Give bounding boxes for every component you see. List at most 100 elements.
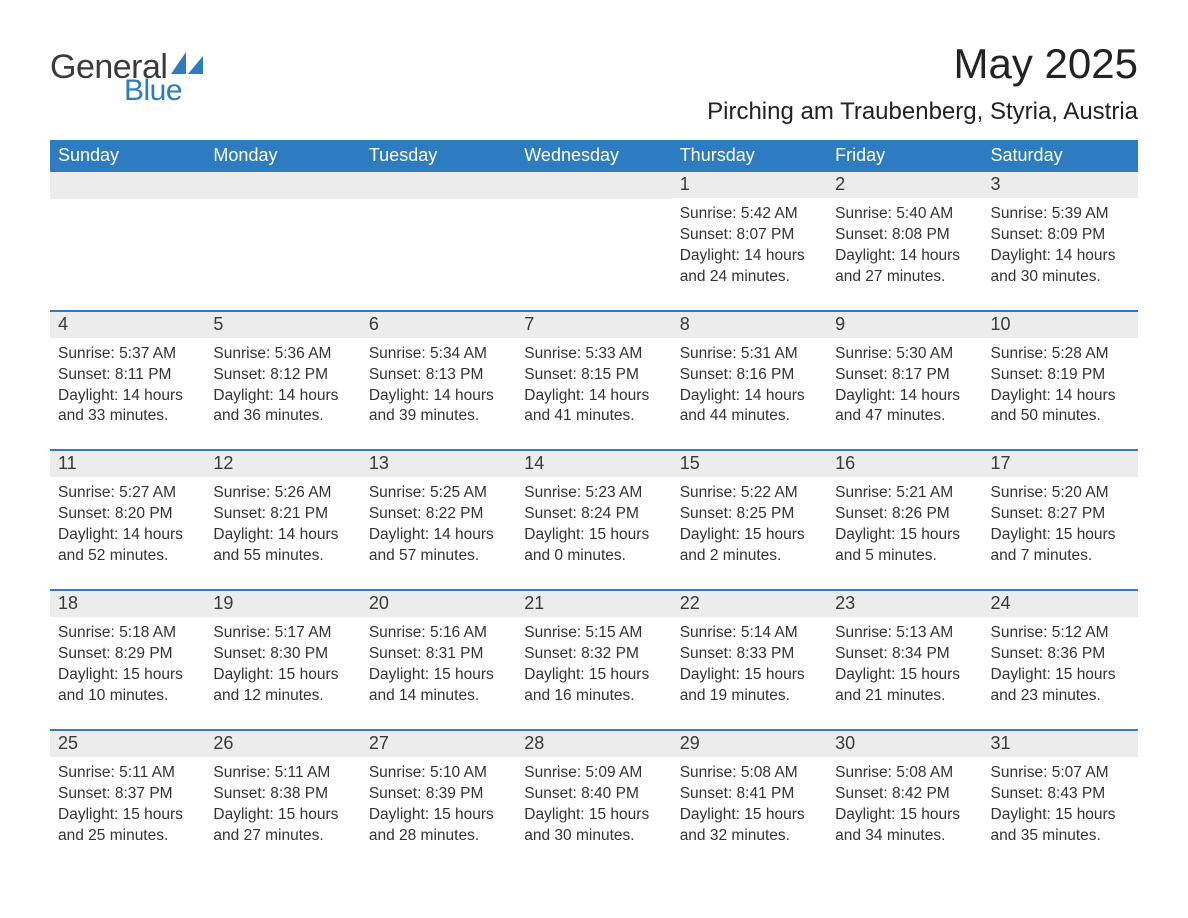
day-cell: 7Sunrise: 5:33 AMSunset: 8:15 PMDaylight… xyxy=(516,312,671,432)
sunrise-line: Sunrise: 5:36 AM xyxy=(213,344,352,365)
daylight-line: Daylight: 14 hours and 57 minutes. xyxy=(369,525,508,567)
daylight-line: Daylight: 14 hours and 30 minutes. xyxy=(991,246,1130,288)
sunrise-line: Sunrise: 5:20 AM xyxy=(991,483,1130,504)
day-cell: 27Sunrise: 5:10 AMSunset: 8:39 PMDayligh… xyxy=(361,731,516,851)
day-body: Sunrise: 5:11 AMSunset: 8:37 PMDaylight:… xyxy=(50,757,205,851)
day-body: Sunrise: 5:27 AMSunset: 8:20 PMDaylight:… xyxy=(50,477,205,571)
day-number: 30 xyxy=(827,731,982,757)
day-number: 29 xyxy=(672,731,827,757)
header: General Blue May 2025 Pirching am Traube… xyxy=(50,40,1138,126)
week-row: 4Sunrise: 5:37 AMSunset: 8:11 PMDaylight… xyxy=(50,310,1138,432)
day-number: 26 xyxy=(205,731,360,757)
day-cell: 17Sunrise: 5:20 AMSunset: 8:27 PMDayligh… xyxy=(983,451,1138,571)
week-row: 11Sunrise: 5:27 AMSunset: 8:20 PMDayligh… xyxy=(50,449,1138,571)
daylight-line: Daylight: 15 hours and 23 minutes. xyxy=(991,665,1130,707)
day-body: Sunrise: 5:16 AMSunset: 8:31 PMDaylight:… xyxy=(361,617,516,711)
sunrise-line: Sunrise: 5:13 AM xyxy=(835,623,974,644)
day-number: 7 xyxy=(516,312,671,338)
day-number: 10 xyxy=(983,312,1138,338)
sunset-line: Sunset: 8:41 PM xyxy=(680,784,819,805)
daylight-line: Daylight: 15 hours and 35 minutes. xyxy=(991,805,1130,847)
sunset-line: Sunset: 8:09 PM xyxy=(991,225,1130,246)
day-body: Sunrise: 5:31 AMSunset: 8:16 PMDaylight:… xyxy=(672,338,827,432)
day-body: Sunrise: 5:08 AMSunset: 8:42 PMDaylight:… xyxy=(827,757,982,851)
day-body: Sunrise: 5:40 AMSunset: 8:08 PMDaylight:… xyxy=(827,198,982,292)
sunset-line: Sunset: 8:20 PM xyxy=(58,504,197,525)
sunset-line: Sunset: 8:21 PM xyxy=(213,504,352,525)
daylight-line: Daylight: 14 hours and 27 minutes. xyxy=(835,246,974,288)
daylight-line: Daylight: 15 hours and 10 minutes. xyxy=(58,665,197,707)
day-cell xyxy=(516,172,671,292)
day-number: 28 xyxy=(516,731,671,757)
logo: General Blue xyxy=(50,40,205,106)
dow-friday: Friday xyxy=(827,140,982,172)
day-cell: 12Sunrise: 5:26 AMSunset: 8:21 PMDayligh… xyxy=(205,451,360,571)
sunrise-line: Sunrise: 5:31 AM xyxy=(680,344,819,365)
daylight-line: Daylight: 15 hours and 27 minutes. xyxy=(213,805,352,847)
sunset-line: Sunset: 8:08 PM xyxy=(835,225,974,246)
day-cell: 8Sunrise: 5:31 AMSunset: 8:16 PMDaylight… xyxy=(672,312,827,432)
sunset-line: Sunset: 8:42 PM xyxy=(835,784,974,805)
sunrise-line: Sunrise: 5:14 AM xyxy=(680,623,819,644)
day-number: 6 xyxy=(361,312,516,338)
sunrise-line: Sunrise: 5:11 AM xyxy=(58,763,197,784)
sunset-line: Sunset: 8:33 PM xyxy=(680,644,819,665)
day-number: 13 xyxy=(361,451,516,477)
day-number: 15 xyxy=(672,451,827,477)
sunrise-line: Sunrise: 5:27 AM xyxy=(58,483,197,504)
day-cell: 30Sunrise: 5:08 AMSunset: 8:42 PMDayligh… xyxy=(827,731,982,851)
daylight-line: Daylight: 15 hours and 5 minutes. xyxy=(835,525,974,567)
day-number: 5 xyxy=(205,312,360,338)
day-number: 23 xyxy=(827,591,982,617)
day-number: 9 xyxy=(827,312,982,338)
day-body: Sunrise: 5:11 AMSunset: 8:38 PMDaylight:… xyxy=(205,757,360,851)
day-cell: 29Sunrise: 5:08 AMSunset: 8:41 PMDayligh… xyxy=(672,731,827,851)
day-cell: 11Sunrise: 5:27 AMSunset: 8:20 PMDayligh… xyxy=(50,451,205,571)
daylight-line: Daylight: 15 hours and 7 minutes. xyxy=(991,525,1130,567)
empty-day xyxy=(516,172,671,199)
day-number: 8 xyxy=(672,312,827,338)
daylight-line: Daylight: 15 hours and 21 minutes. xyxy=(835,665,974,707)
sunset-line: Sunset: 8:36 PM xyxy=(991,644,1130,665)
calendar: Sunday Monday Tuesday Wednesday Thursday… xyxy=(50,140,1138,850)
sunset-line: Sunset: 8:15 PM xyxy=(524,365,663,386)
location: Pirching am Traubenberg, Styria, Austria xyxy=(707,98,1138,126)
day-number: 16 xyxy=(827,451,982,477)
day-cell: 20Sunrise: 5:16 AMSunset: 8:31 PMDayligh… xyxy=(361,591,516,711)
day-cell: 13Sunrise: 5:25 AMSunset: 8:22 PMDayligh… xyxy=(361,451,516,571)
day-cell: 1Sunrise: 5:42 AMSunset: 8:07 PMDaylight… xyxy=(672,172,827,292)
sunrise-line: Sunrise: 5:21 AM xyxy=(835,483,974,504)
day-number: 14 xyxy=(516,451,671,477)
dow-sunday: Sunday xyxy=(50,140,205,172)
daylight-line: Daylight: 15 hours and 34 minutes. xyxy=(835,805,974,847)
sunrise-line: Sunrise: 5:33 AM xyxy=(524,344,663,365)
week-row: 18Sunrise: 5:18 AMSunset: 8:29 PMDayligh… xyxy=(50,589,1138,711)
day-number: 27 xyxy=(361,731,516,757)
sunrise-line: Sunrise: 5:40 AM xyxy=(835,204,974,225)
day-body: Sunrise: 5:09 AMSunset: 8:40 PMDaylight:… xyxy=(516,757,671,851)
sunset-line: Sunset: 8:34 PM xyxy=(835,644,974,665)
day-cell: 28Sunrise: 5:09 AMSunset: 8:40 PMDayligh… xyxy=(516,731,671,851)
day-number: 21 xyxy=(516,591,671,617)
day-body: Sunrise: 5:13 AMSunset: 8:34 PMDaylight:… xyxy=(827,617,982,711)
daylight-line: Daylight: 14 hours and 47 minutes. xyxy=(835,386,974,428)
day-number: 19 xyxy=(205,591,360,617)
day-body: Sunrise: 5:21 AMSunset: 8:26 PMDaylight:… xyxy=(827,477,982,571)
dow-wednesday: Wednesday xyxy=(516,140,671,172)
sunrise-line: Sunrise: 5:30 AM xyxy=(835,344,974,365)
day-body: Sunrise: 5:15 AMSunset: 8:32 PMDaylight:… xyxy=(516,617,671,711)
day-body: Sunrise: 5:10 AMSunset: 8:39 PMDaylight:… xyxy=(361,757,516,851)
sunset-line: Sunset: 8:38 PM xyxy=(213,784,352,805)
sunset-line: Sunset: 8:26 PM xyxy=(835,504,974,525)
sunset-line: Sunset: 8:30 PM xyxy=(213,644,352,665)
sunset-line: Sunset: 8:27 PM xyxy=(991,504,1130,525)
day-body: Sunrise: 5:22 AMSunset: 8:25 PMDaylight:… xyxy=(672,477,827,571)
sunrise-line: Sunrise: 5:25 AM xyxy=(369,483,508,504)
day-cell xyxy=(361,172,516,292)
sunrise-line: Sunrise: 5:37 AM xyxy=(58,344,197,365)
day-body: Sunrise: 5:20 AMSunset: 8:27 PMDaylight:… xyxy=(983,477,1138,571)
day-number: 20 xyxy=(361,591,516,617)
day-cell: 16Sunrise: 5:21 AMSunset: 8:26 PMDayligh… xyxy=(827,451,982,571)
daylight-line: Daylight: 14 hours and 50 minutes. xyxy=(991,386,1130,428)
sunrise-line: Sunrise: 5:12 AM xyxy=(991,623,1130,644)
